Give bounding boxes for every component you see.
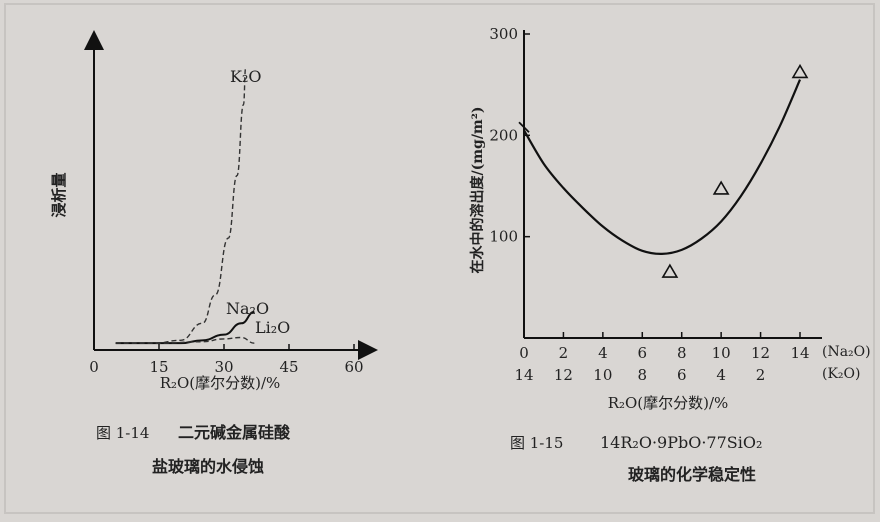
chart2-triangle-marker-1 xyxy=(712,180,730,195)
chart1-x-tick-label-45: 45 xyxy=(279,358,298,376)
chart1-series-line-2 xyxy=(115,336,255,344)
chart2-x-tick-label-k2o-6: 6 xyxy=(677,366,687,384)
chart-1-14: 0 15 30 45 60 浸析量 R₂O(摩尔分数)/% K₂O Na₂O Li₂O … xyxy=(50,30,378,476)
chart2-caption-formula: 14R₂O·9PbO·77SiO₂ xyxy=(600,433,762,452)
chart2-y-tick-label-300: 300 xyxy=(489,25,518,43)
chart2-x-tick-label-na2o-6: 6 xyxy=(638,344,648,362)
chart-1-15: 100 200 300 0 14 2 12 4 10 6 8 8 6 10 4 12 2 14 在水中的溶出度/… xyxy=(469,25,871,484)
chart2-x-ticks: 0 14 2 12 4 10 6 8 8 6 10 4 12 2 14 xyxy=(514,332,810,384)
chart2-curve xyxy=(523,79,802,256)
chart1-x-tick-label-0: 0 xyxy=(89,358,99,376)
chart2-tick-marker-1 xyxy=(577,202,589,214)
chart2-x-tick-label-k2o-10: 10 xyxy=(593,366,612,384)
chart2-axis-label-na2o: (Na₂O) xyxy=(822,344,871,360)
page-border xyxy=(4,3,875,514)
chart2-x-tick-label-k2o-4: 4 xyxy=(716,366,726,384)
chart2-plot xyxy=(518,63,809,278)
chart2-triangle-marker-0 xyxy=(661,263,679,278)
legend-na2o: Na₂O xyxy=(226,299,269,318)
chart1-x-ticks: 0 15 30 45 60 xyxy=(89,344,364,376)
chart1-xlabel: R₂O(摩尔分数)/% xyxy=(160,374,281,392)
chart2-triangle-marker-2 xyxy=(791,63,809,79)
chart2-xlabel: R₂O(摩尔分数)/% xyxy=(608,394,729,412)
chart2-x-tick-label-na2o-4: 4 xyxy=(598,344,608,362)
chart2-x-tick-label-k2o-2: 2 xyxy=(756,366,766,384)
chart2-y-tick-label-200: 200 xyxy=(489,126,518,144)
chart2-axis-label-k2o: (K₂O) xyxy=(822,366,860,382)
chart2-y-tick-label-100: 100 xyxy=(489,228,518,246)
chart1-caption-line1: 二元碱金属硅酸 xyxy=(178,423,291,442)
chart1-x-tick-label-60: 60 xyxy=(344,358,363,376)
chart2-x-tick-label-k2o-12: 12 xyxy=(554,366,573,384)
chart2-x-tick-label-k2o-14: 14 xyxy=(514,366,533,384)
chart2-x-tick-label-na2o-8: 8 xyxy=(677,344,687,362)
chart1-caption-line2: 盐玻璃的水侵蚀 xyxy=(152,457,264,476)
chart2-x-tick-label-na2o-2: 2 xyxy=(559,344,569,362)
chart2-x-tick-label-na2o-0: 0 xyxy=(519,344,529,362)
chart2-x-tick-label-na2o-10: 10 xyxy=(712,344,731,362)
chart2-x-tick-label-na2o-14: 14 xyxy=(790,344,809,362)
chart1-x-tick-label-30: 30 xyxy=(214,358,233,376)
chart1-series xyxy=(115,66,255,345)
chart1-x-tick-label-15: 15 xyxy=(149,358,168,376)
chart2-tick-marker-0 xyxy=(518,121,530,133)
chart2-ylabel: 在水中的溶出度/(mg/m²) xyxy=(469,106,486,273)
chart1-ylabel: 浸析量 xyxy=(50,172,68,217)
chart1-caption-number: 图 1-14 xyxy=(96,424,149,442)
chart2-caption-line2: 玻璃的化学稳定性 xyxy=(628,465,756,484)
legend-k2o: K₂O xyxy=(230,67,261,86)
chart2-x-tick-label-na2o-12: 12 xyxy=(751,344,770,362)
chart2-y-ticks: 100 200 300 xyxy=(489,25,530,246)
chart2-caption-number: 图 1-15 xyxy=(510,434,563,452)
chart2-x-tick-label-k2o-8: 8 xyxy=(638,366,648,384)
legend-li2o: Li₂O xyxy=(255,318,290,337)
